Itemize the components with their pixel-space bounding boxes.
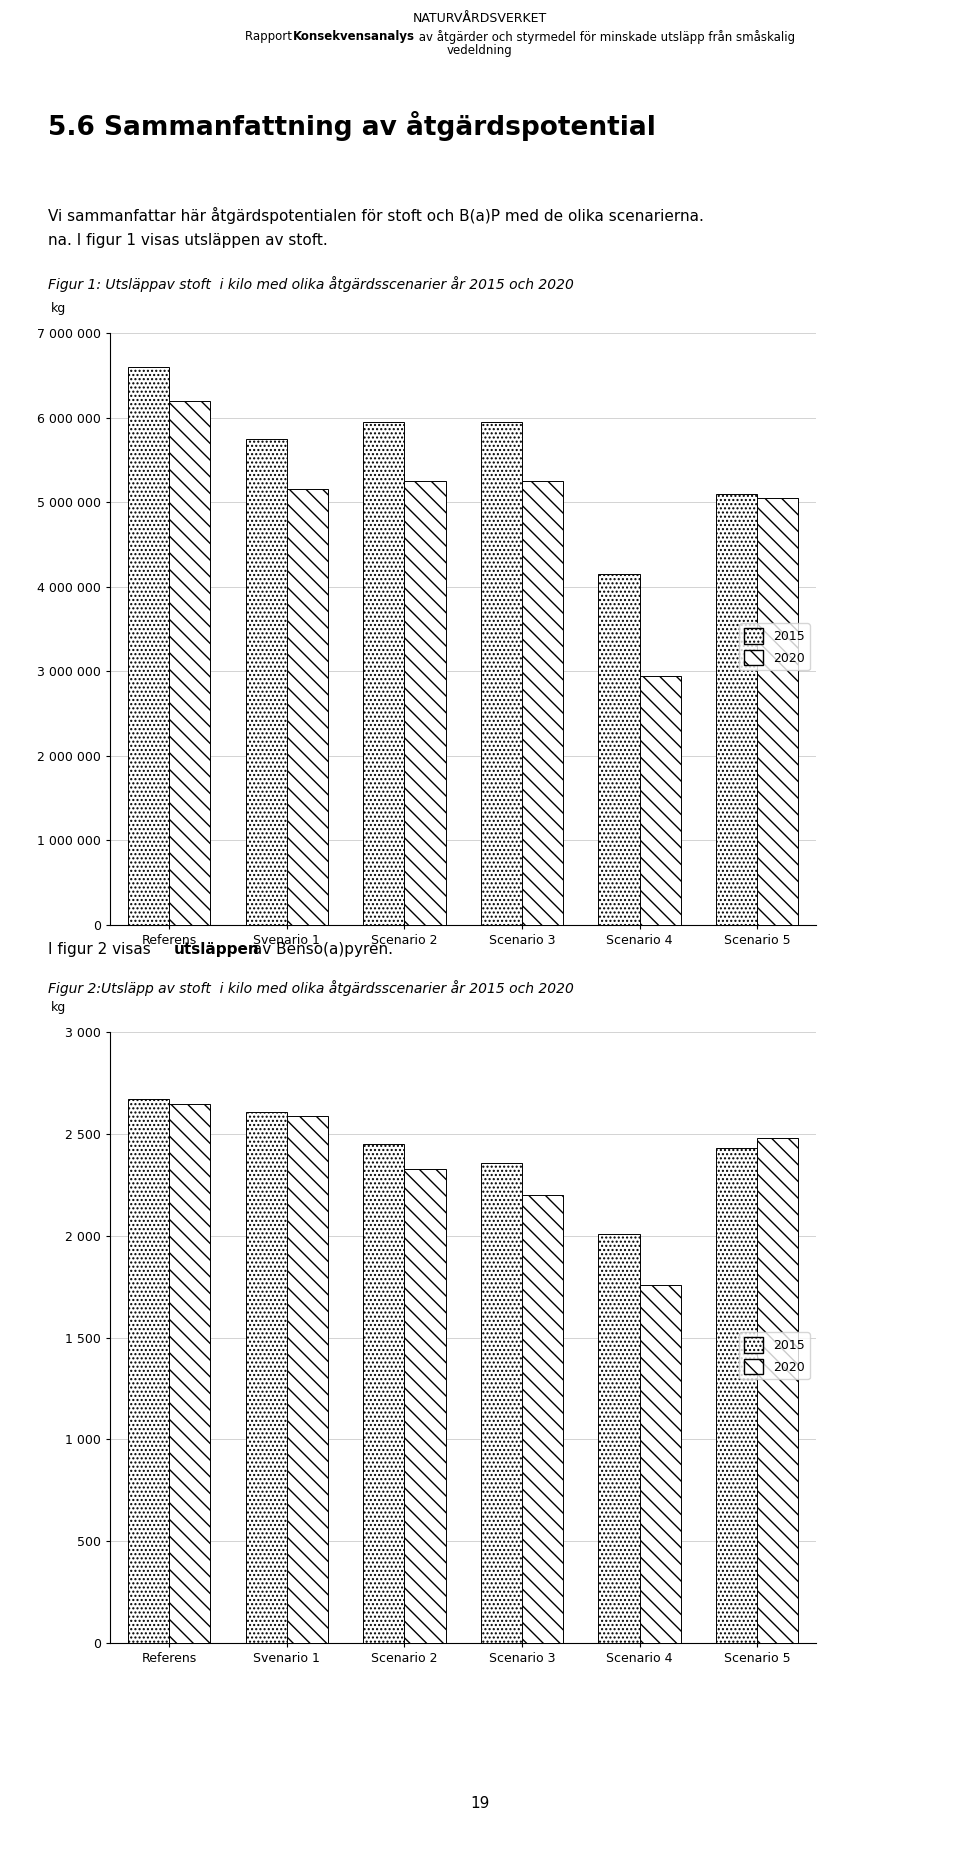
Bar xyxy=(246,1112,287,1643)
Bar xyxy=(598,1234,639,1643)
Bar xyxy=(128,1099,169,1643)
Bar xyxy=(639,1284,681,1643)
Text: utsläppen: utsläppen xyxy=(174,942,259,956)
Text: av åtgärder och styrmedel för minskade utsläpp från småskalig: av åtgärder och styrmedel för minskade u… xyxy=(415,30,795,44)
Bar xyxy=(639,675,681,925)
Bar xyxy=(287,490,328,925)
Text: NATURVÅRDSVERKET: NATURVÅRDSVERKET xyxy=(413,11,547,26)
Bar xyxy=(363,1143,404,1643)
Bar xyxy=(481,422,522,925)
Text: kg: kg xyxy=(51,302,65,314)
Bar xyxy=(169,1103,210,1643)
Text: 19: 19 xyxy=(470,1796,490,1811)
Bar xyxy=(169,401,210,925)
Text: Konsekvensanalys: Konsekvensanalys xyxy=(293,30,415,43)
Bar xyxy=(716,1149,757,1643)
Text: Figur 2:Utsläpp av stoft  i kilo med olika åtgärdsscenarier år 2015 och 2020: Figur 2:Utsläpp av stoft i kilo med olik… xyxy=(48,980,574,997)
Text: 5.6 Sammanfattning av åtgärdspotential: 5.6 Sammanfattning av åtgärdspotential xyxy=(48,111,656,141)
Legend: 2015, 2020: 2015, 2020 xyxy=(739,1332,809,1380)
Text: Vi sammanfattar här åtgärdspotentialen för stoft och B(a)P med de olika scenarie: Vi sammanfattar här åtgärdspotentialen f… xyxy=(48,207,704,224)
Bar xyxy=(481,1162,522,1643)
Bar xyxy=(716,494,757,925)
Text: kg: kg xyxy=(51,1001,65,1014)
Bar xyxy=(404,1169,445,1643)
Text: Rapport: Rapport xyxy=(245,30,296,43)
Text: Figur 1: Utsläppav stoft  i kilo med olika åtgärdsscenarier år 2015 och 2020: Figur 1: Utsläppav stoft i kilo med olik… xyxy=(48,276,574,292)
Text: vedeldning: vedeldning xyxy=(447,44,513,57)
Text: na. I figur 1 visas utsläppen av stoft.: na. I figur 1 visas utsläppen av stoft. xyxy=(48,233,327,248)
Text: I figur 2 visas: I figur 2 visas xyxy=(48,942,156,956)
Bar xyxy=(522,481,564,925)
Bar xyxy=(128,366,169,925)
Bar xyxy=(287,1116,328,1643)
Bar xyxy=(757,498,799,925)
Bar xyxy=(246,438,287,925)
Bar xyxy=(363,422,404,925)
Text: av Benso(a)pyren.: av Benso(a)pyren. xyxy=(248,942,393,956)
Bar xyxy=(598,574,639,925)
Bar xyxy=(404,481,445,925)
Bar xyxy=(757,1138,799,1643)
Bar xyxy=(522,1195,564,1643)
Legend: 2015, 2020: 2015, 2020 xyxy=(739,623,809,670)
